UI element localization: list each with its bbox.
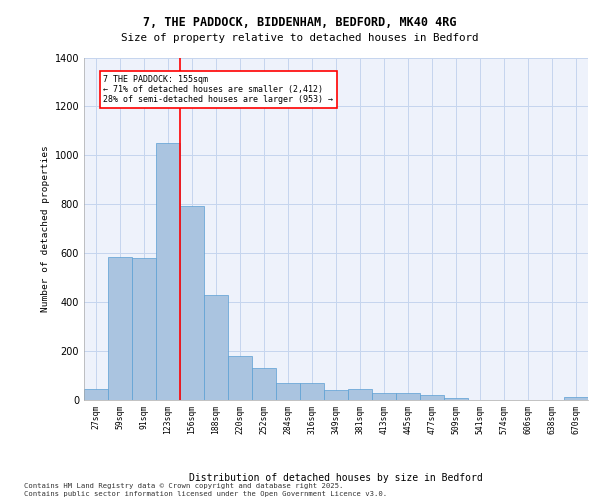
Text: Contains public sector information licensed under the Open Government Licence v3: Contains public sector information licen…	[24, 491, 387, 497]
Text: 7 THE PADDOCK: 155sqm
← 71% of detached houses are smaller (2,412)
28% of semi-d: 7 THE PADDOCK: 155sqm ← 71% of detached …	[103, 74, 333, 104]
Bar	[228, 356, 252, 400]
Bar	[348, 389, 372, 400]
Bar	[372, 393, 396, 400]
Bar	[252, 368, 276, 400]
X-axis label: Distribution of detached houses by size in Bedford: Distribution of detached houses by size …	[189, 473, 483, 483]
Bar	[108, 257, 132, 400]
Y-axis label: Number of detached properties: Number of detached properties	[41, 146, 50, 312]
Bar	[444, 398, 468, 400]
Bar	[420, 395, 444, 400]
Bar	[396, 393, 420, 400]
Bar	[84, 389, 108, 400]
Bar	[204, 295, 228, 400]
Text: Size of property relative to detached houses in Bedford: Size of property relative to detached ho…	[121, 33, 479, 43]
Bar	[180, 206, 204, 400]
Bar	[300, 384, 324, 400]
Bar	[156, 143, 180, 400]
Text: Contains HM Land Registry data © Crown copyright and database right 2025.: Contains HM Land Registry data © Crown c…	[24, 483, 343, 489]
Bar	[324, 390, 348, 400]
Text: 7, THE PADDOCK, BIDDENHAM, BEDFORD, MK40 4RG: 7, THE PADDOCK, BIDDENHAM, BEDFORD, MK40…	[143, 16, 457, 30]
Bar	[564, 397, 588, 400]
Bar	[276, 383, 300, 400]
Bar	[132, 258, 156, 400]
